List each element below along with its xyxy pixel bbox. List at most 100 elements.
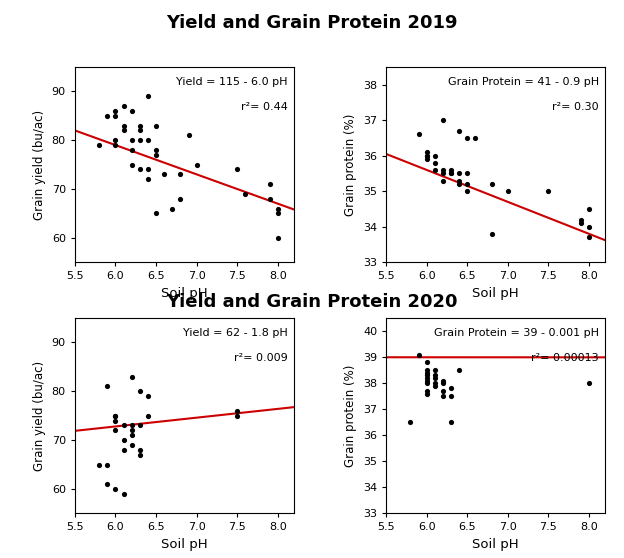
Point: [584, 233, 594, 242]
Point: [273, 209, 283, 218]
Point: [430, 373, 440, 382]
Point: [406, 418, 416, 427]
Point: [102, 479, 112, 488]
Point: [127, 136, 137, 145]
Point: [192, 160, 202, 169]
Point: [430, 158, 440, 167]
Text: r²= 0.30: r²= 0.30: [552, 102, 598, 112]
Point: [232, 411, 242, 420]
Point: [119, 445, 129, 454]
Point: [110, 416, 120, 425]
Point: [454, 180, 464, 189]
Point: [487, 180, 497, 189]
Point: [135, 136, 145, 145]
Text: r²= 0.009: r²= 0.009: [234, 353, 288, 363]
Point: [151, 209, 161, 218]
Point: [446, 384, 456, 393]
Text: Grain Protein = 41 - 0.9 pH: Grain Protein = 41 - 0.9 pH: [447, 77, 598, 86]
Point: [265, 194, 275, 203]
Point: [576, 215, 586, 224]
Point: [175, 170, 185, 179]
Point: [127, 372, 137, 381]
Point: [127, 160, 137, 169]
Point: [454, 169, 464, 178]
Point: [438, 387, 448, 396]
Point: [273, 233, 283, 242]
Point: [127, 426, 137, 435]
Point: [119, 436, 129, 445]
Point: [119, 489, 129, 498]
Point: [135, 126, 145, 135]
Point: [110, 111, 120, 120]
Point: [430, 381, 440, 390]
Point: [438, 392, 448, 401]
Point: [265, 180, 275, 189]
Point: [110, 141, 120, 150]
Point: [159, 170, 169, 179]
X-axis label: Soil pH: Soil pH: [161, 287, 208, 300]
Point: [127, 440, 137, 449]
Point: [119, 121, 129, 130]
Point: [446, 392, 456, 401]
Point: [438, 376, 448, 385]
Point: [422, 151, 432, 160]
Point: [110, 136, 120, 145]
Point: [127, 431, 137, 440]
Point: [584, 222, 594, 231]
Point: [232, 406, 242, 415]
Point: [454, 127, 464, 136]
Point: [135, 421, 145, 430]
Point: [584, 379, 594, 388]
Point: [127, 107, 137, 116]
Point: [102, 460, 112, 469]
Point: [446, 169, 456, 178]
Point: [110, 426, 120, 435]
Point: [175, 194, 185, 203]
Point: [135, 450, 145, 459]
Point: [414, 130, 424, 139]
Point: [135, 165, 145, 174]
Text: Yield = 115 - 6.0 pH: Yield = 115 - 6.0 pH: [176, 77, 288, 86]
Text: r²= 0.00013: r²= 0.00013: [531, 353, 598, 363]
Point: [446, 166, 456, 175]
Point: [422, 389, 432, 398]
Point: [438, 166, 448, 175]
Point: [127, 421, 137, 430]
Y-axis label: Grain yield (bu/ac): Grain yield (bu/ac): [33, 109, 46, 220]
Point: [143, 92, 153, 100]
Point: [422, 371, 432, 380]
Point: [430, 371, 440, 380]
Point: [94, 460, 104, 469]
Point: [422, 148, 432, 157]
Point: [414, 350, 424, 359]
Point: [422, 373, 432, 382]
Point: [503, 187, 513, 196]
Point: [273, 204, 283, 213]
Point: [430, 379, 440, 388]
Point: [143, 392, 153, 401]
Y-axis label: Grain protein (%): Grain protein (%): [344, 113, 358, 216]
Point: [422, 365, 432, 374]
Point: [143, 165, 153, 174]
Text: Yield = 62 - 1.8 pH: Yield = 62 - 1.8 pH: [183, 328, 288, 338]
Point: [102, 382, 112, 391]
Point: [183, 131, 193, 140]
Point: [127, 146, 137, 155]
Point: [102, 111, 112, 120]
Point: [167, 204, 177, 213]
Point: [232, 165, 242, 174]
Point: [110, 411, 120, 420]
Point: [470, 133, 480, 142]
Point: [422, 358, 432, 367]
Point: [110, 484, 120, 493]
Point: [135, 121, 145, 130]
Point: [119, 102, 129, 110]
Point: [135, 445, 145, 454]
Point: [454, 176, 464, 185]
Text: Grain Protein = 39 - 0.001 pH: Grain Protein = 39 - 0.001 pH: [434, 328, 598, 338]
Text: Yield and Grain Protein 2020: Yield and Grain Protein 2020: [166, 293, 458, 311]
Text: Yield and Grain Protein 2019: Yield and Grain Protein 2019: [166, 14, 458, 32]
Point: [462, 133, 472, 142]
Y-axis label: Grain protein (%): Grain protein (%): [344, 364, 358, 467]
Point: [151, 150, 161, 160]
